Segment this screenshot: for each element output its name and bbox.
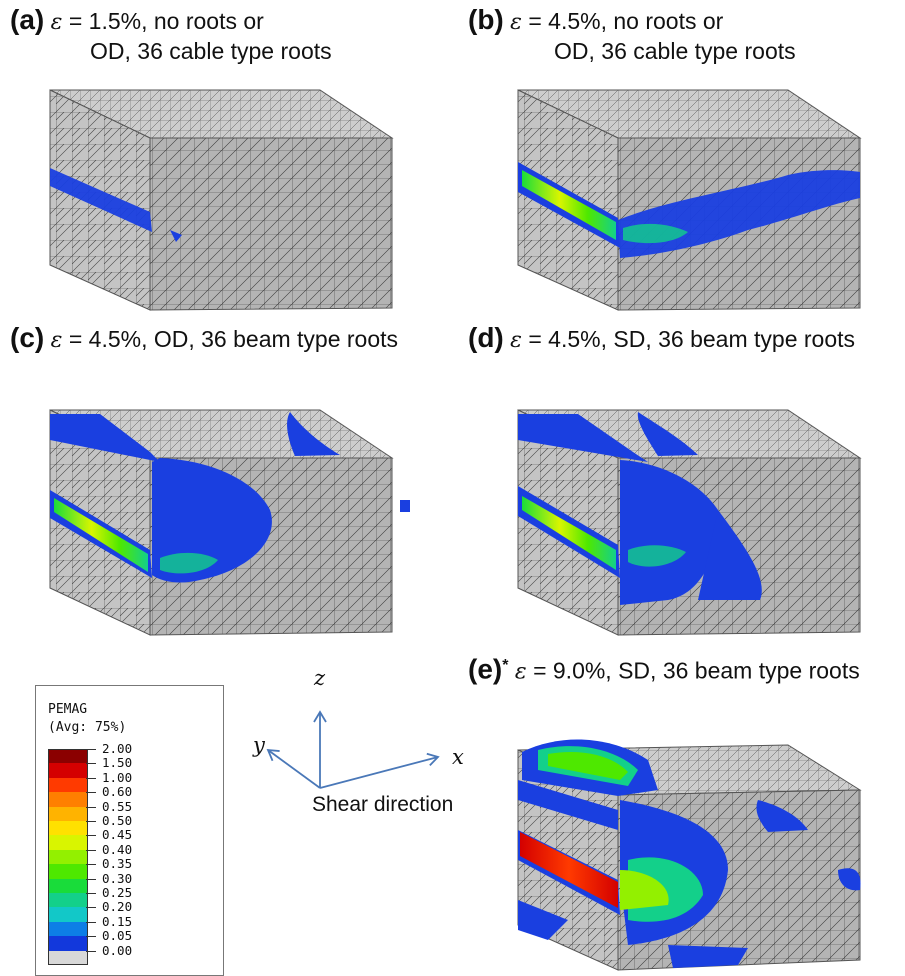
legend-value: 0.60 <box>102 784 133 800</box>
pemag-legend: PEMAG (Avg: 75%) 2.00 1.50 1.00 0.60 0.55 0.5… <box>35 685 224 976</box>
legend-value: 0.25 <box>102 885 133 900</box>
shear-direction-label: Shear direction <box>312 793 454 816</box>
shear-band <box>50 168 152 232</box>
x-axis-arrow <box>319 752 440 789</box>
legend-value: 0.20 <box>102 899 133 915</box>
panel-d-label: (d) ε = 4.5%, SD, 36 beam type roots <box>468 322 856 354</box>
axes-triad <box>266 710 440 789</box>
legend-tick <box>86 921 96 923</box>
z-axis-label: z <box>314 666 326 690</box>
panel-e-mesh <box>517 739 862 971</box>
panel-b-mesh <box>517 89 862 311</box>
legend-tick <box>86 763 96 765</box>
legend-tick <box>86 821 96 822</box>
panel-c-label: (c) ε = 4.5%, OD, 36 beam type roots <box>10 322 399 354</box>
panel-d-mesh <box>517 409 862 636</box>
x-axis-label: x <box>452 745 464 769</box>
panel-c-mesh <box>49 409 410 636</box>
legend-value: 0.30 <box>102 870 133 886</box>
legend-tick <box>86 864 96 866</box>
panel-e-label: (e)* ε = 9.0%, SD, 36 beam type roots <box>468 653 860 685</box>
panel-b-label: (b) ε = 4.5%, no roots or OD, 36 cable t… <box>468 4 796 65</box>
legend-value: 1.00 <box>102 769 133 785</box>
legend-tick <box>86 792 96 794</box>
legend-value: 0.05 <box>102 928 133 944</box>
legend-tick <box>86 849 96 851</box>
legend-value: 0.15 <box>102 913 133 929</box>
panel-a-mesh <box>49 89 394 311</box>
legend-subtitle: (Avg: 75%) <box>48 720 127 735</box>
panel-a-label: (a) ε = 1.5%, no roots or OD, 36 cable t… <box>10 4 332 65</box>
legend-title: PEMAG <box>48 702 88 717</box>
legend-value: 0.35 <box>102 856 133 872</box>
legend-bar-frame <box>48 749 88 965</box>
legend-tick <box>86 835 96 837</box>
legend-tick <box>86 806 96 808</box>
legend-value: 0.50 <box>102 813 133 828</box>
legend-value: 0.45 <box>102 827 133 843</box>
legend-value: 0.40 <box>102 841 133 857</box>
legend-tick <box>86 893 96 894</box>
legend-value: 0.00 <box>102 942 133 958</box>
legend-tick <box>86 950 96 952</box>
y-axis-arrow <box>266 748 321 789</box>
legend-value: 2.00 <box>102 741 133 756</box>
legend-value: 0.55 <box>102 798 133 814</box>
legend-tick <box>86 749 96 750</box>
legend-tick <box>86 878 96 880</box>
y-axis-label: y <box>253 733 265 757</box>
legend-tick <box>86 777 96 779</box>
legend-value: 1.50 <box>102 755 133 771</box>
legend-tick <box>86 936 96 938</box>
legend-tick <box>86 907 96 909</box>
